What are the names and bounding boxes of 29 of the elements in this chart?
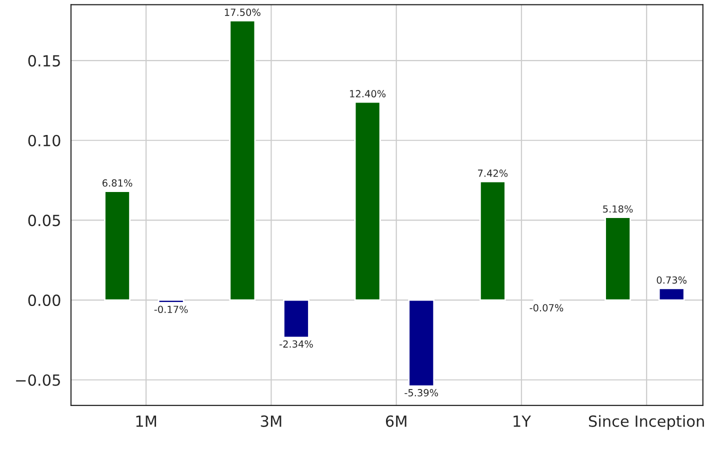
data-label: 12.40% bbox=[350, 90, 386, 98]
bar bbox=[229, 20, 256, 301]
x-tick-label: Since Inception bbox=[588, 415, 704, 430]
x-tick-label: 6M bbox=[386, 415, 406, 427]
data-label: 0.73% bbox=[656, 276, 687, 284]
x-tick-label: 1M bbox=[136, 416, 156, 427]
data-label: -0.07% bbox=[530, 304, 564, 312]
bar bbox=[604, 216, 632, 301]
bar bbox=[408, 299, 435, 387]
data-label: 17.50% bbox=[224, 8, 260, 16]
data-label: -2.34% bbox=[280, 340, 313, 348]
data-label: -5.39% bbox=[404, 389, 438, 396]
bar bbox=[283, 299, 310, 338]
y-tick-label: 0.00 bbox=[28, 294, 60, 306]
data-label: 6.81% bbox=[102, 179, 132, 187]
x-tick-label: 1Y bbox=[514, 416, 532, 427]
bar bbox=[479, 180, 506, 301]
data-label: 7.42% bbox=[478, 170, 508, 177]
data-label: -0.17% bbox=[154, 306, 188, 314]
data-label: 5.18% bbox=[603, 205, 633, 213]
y-tick-label: 0.15 bbox=[28, 55, 60, 67]
y-tick-label: 0.10 bbox=[28, 134, 60, 146]
bar bbox=[354, 101, 381, 301]
bar bbox=[158, 299, 184, 304]
bar bbox=[104, 190, 131, 301]
bar bbox=[658, 288, 685, 301]
y-tick-label: −0.05 bbox=[16, 374, 60, 386]
x-tick-label: 3M bbox=[260, 415, 282, 427]
y-tick-label: 0.05 bbox=[28, 214, 60, 226]
